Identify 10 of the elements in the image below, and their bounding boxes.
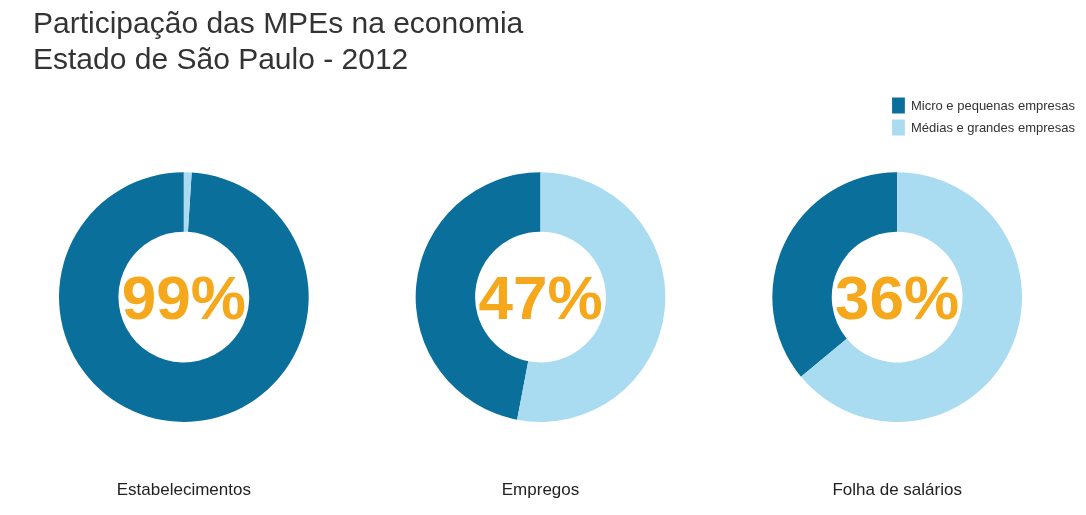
text: 36% bbox=[835, 262, 960, 332]
text: Folha de salários bbox=[832, 479, 962, 499]
legend-label: Micro e pequenas empresas bbox=[910, 97, 1075, 113]
text: 99% bbox=[121, 262, 246, 332]
legend-label: Médias e grandes empresas bbox=[910, 119, 1075, 135]
text: 47% bbox=[478, 262, 603, 332]
text: Estabelecimentos bbox=[116, 479, 251, 499]
chart-subtitle: Estado de São Paulo - 2012 bbox=[33, 41, 410, 77]
text: Empregos bbox=[501, 479, 580, 499]
chart-title: Participação das MPEs na economia bbox=[33, 5, 524, 41]
